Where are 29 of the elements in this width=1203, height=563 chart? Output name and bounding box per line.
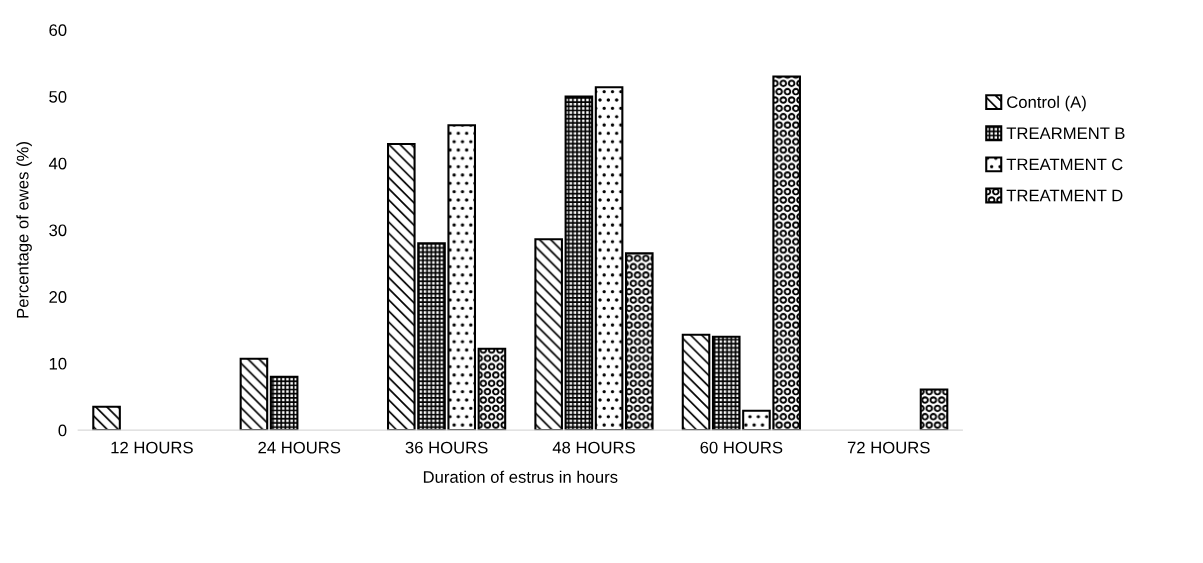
bar (681, 333, 711, 431)
bar (239, 357, 269, 431)
bar (269, 375, 299, 431)
legend-label: TREATMENT C (1006, 158, 1123, 171)
legend-label: TREATMENT D (1006, 189, 1123, 202)
x-tick-label: 72 HOURS (847, 441, 930, 454)
x-tick-label: 60 HOURS (700, 441, 783, 454)
y-tick-label: 0 (58, 424, 67, 437)
x-tick-label: 24 HOURS (258, 441, 341, 454)
x-tick-label: 36 HOURS (405, 441, 488, 454)
y-tick-label: 40 (48, 157, 67, 170)
bar (477, 347, 507, 431)
bar (564, 95, 594, 431)
y-tick-label: 20 (49, 291, 67, 303)
bar (624, 252, 654, 431)
y-tick-label: 50 (49, 90, 67, 103)
y-axis-title: Percentage of ewes (%) (16, 142, 32, 318)
y-tick-label: 60 (49, 24, 67, 37)
y-tick-label: 30 (49, 224, 67, 237)
bar (534, 238, 563, 431)
legend-label: TREARMENT B (1006, 127, 1125, 139)
x-tick-label: 48 HOURS (552, 441, 635, 454)
y-tick-label: 10 (49, 357, 67, 370)
bar (919, 388, 949, 431)
bar (594, 86, 624, 431)
legend-label: Control (A) (1007, 95, 1086, 112)
bar (92, 405, 121, 431)
x-tick-label: 12 HOURS (111, 441, 193, 454)
x-axis-title: Duration of estrus in hours (423, 470, 618, 483)
